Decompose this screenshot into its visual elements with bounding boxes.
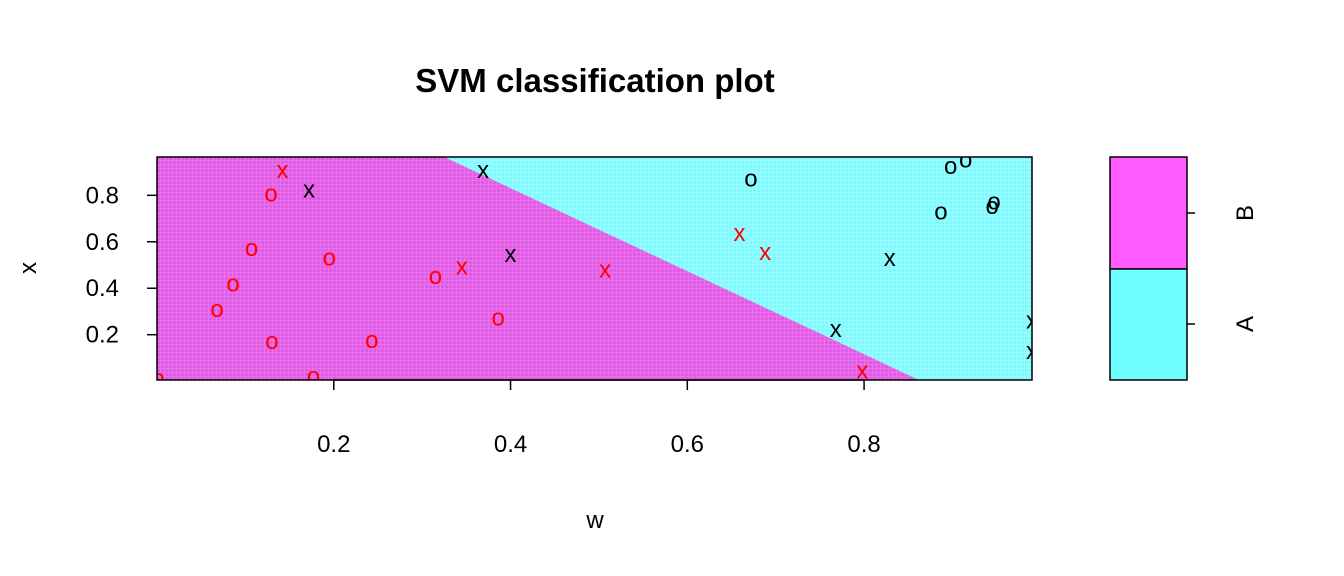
data-point-o-5: o	[210, 296, 223, 323]
y-tick-label-1: 0.4	[86, 275, 119, 302]
data-point-o-6: o	[265, 328, 278, 355]
data-point-x-11: x	[456, 254, 468, 281]
data-point-o-21: o	[944, 153, 957, 180]
data-point-o-3: o	[323, 244, 336, 271]
legend-label-B: B	[1232, 205, 1259, 221]
data-point-o-7: o	[365, 327, 378, 354]
data-point-x-28: x	[1026, 307, 1038, 334]
data-point-o-12: o	[491, 305, 504, 332]
y-tick-label-2: 0.6	[86, 229, 119, 256]
data-point-x-13: x	[599, 257, 611, 284]
data-point-x-14: x	[733, 220, 745, 247]
data-point-o-4: o	[226, 271, 239, 298]
data-point-o-24: o	[986, 193, 999, 220]
x-axis-label: w	[585, 507, 604, 534]
x-tick-label-3: 0.8	[847, 431, 880, 458]
region-B	[157, 157, 919, 380]
data-point-x-15: x	[759, 239, 771, 266]
data-point-o-25: o	[987, 188, 1000, 215]
legend-label-A: A	[1232, 316, 1259, 332]
data-point-x-18: x	[477, 157, 489, 184]
data-point-o-1: o	[264, 180, 277, 207]
data-point-x-26: x	[884, 245, 896, 272]
y-tick-label-3: 0.8	[86, 182, 119, 209]
data-point-o-8: o	[307, 363, 320, 390]
data-point-x-0: x	[277, 157, 289, 184]
data-point-o-2: o	[245, 235, 258, 262]
data-point-o-9: o	[151, 365, 164, 392]
data-point-x-27: x	[830, 316, 842, 343]
x-axis: 0.2 0.4 0.6 0.8	[317, 379, 881, 458]
x-tick-label-2: 0.6	[671, 431, 704, 458]
data-point-o-10: o	[429, 263, 442, 290]
chart-title: SVM classification plot	[415, 62, 774, 99]
x-tick-label-1: 0.4	[494, 431, 527, 458]
data-point-o-23: o	[934, 199, 947, 226]
y-axis: 0.2 0.4 0.6 0.8	[86, 182, 157, 349]
data-point-o-20: o	[744, 165, 757, 192]
data-point-o-22: o	[959, 147, 972, 174]
legend-swatch-B	[1109, 156, 1188, 270]
legend-swatch-A	[1109, 268, 1188, 381]
y-axis-label: x	[15, 262, 42, 274]
data-point-x-19: x	[505, 241, 517, 268]
legend: B A	[1109, 156, 1259, 381]
x-tick-label-0: 0.2	[317, 431, 350, 458]
data-point-x-29: x	[1026, 338, 1038, 365]
data-point-x-17: x	[303, 177, 315, 204]
data-point-x-16: x	[856, 357, 868, 384]
y-tick-label-0: 0.2	[86, 322, 119, 349]
